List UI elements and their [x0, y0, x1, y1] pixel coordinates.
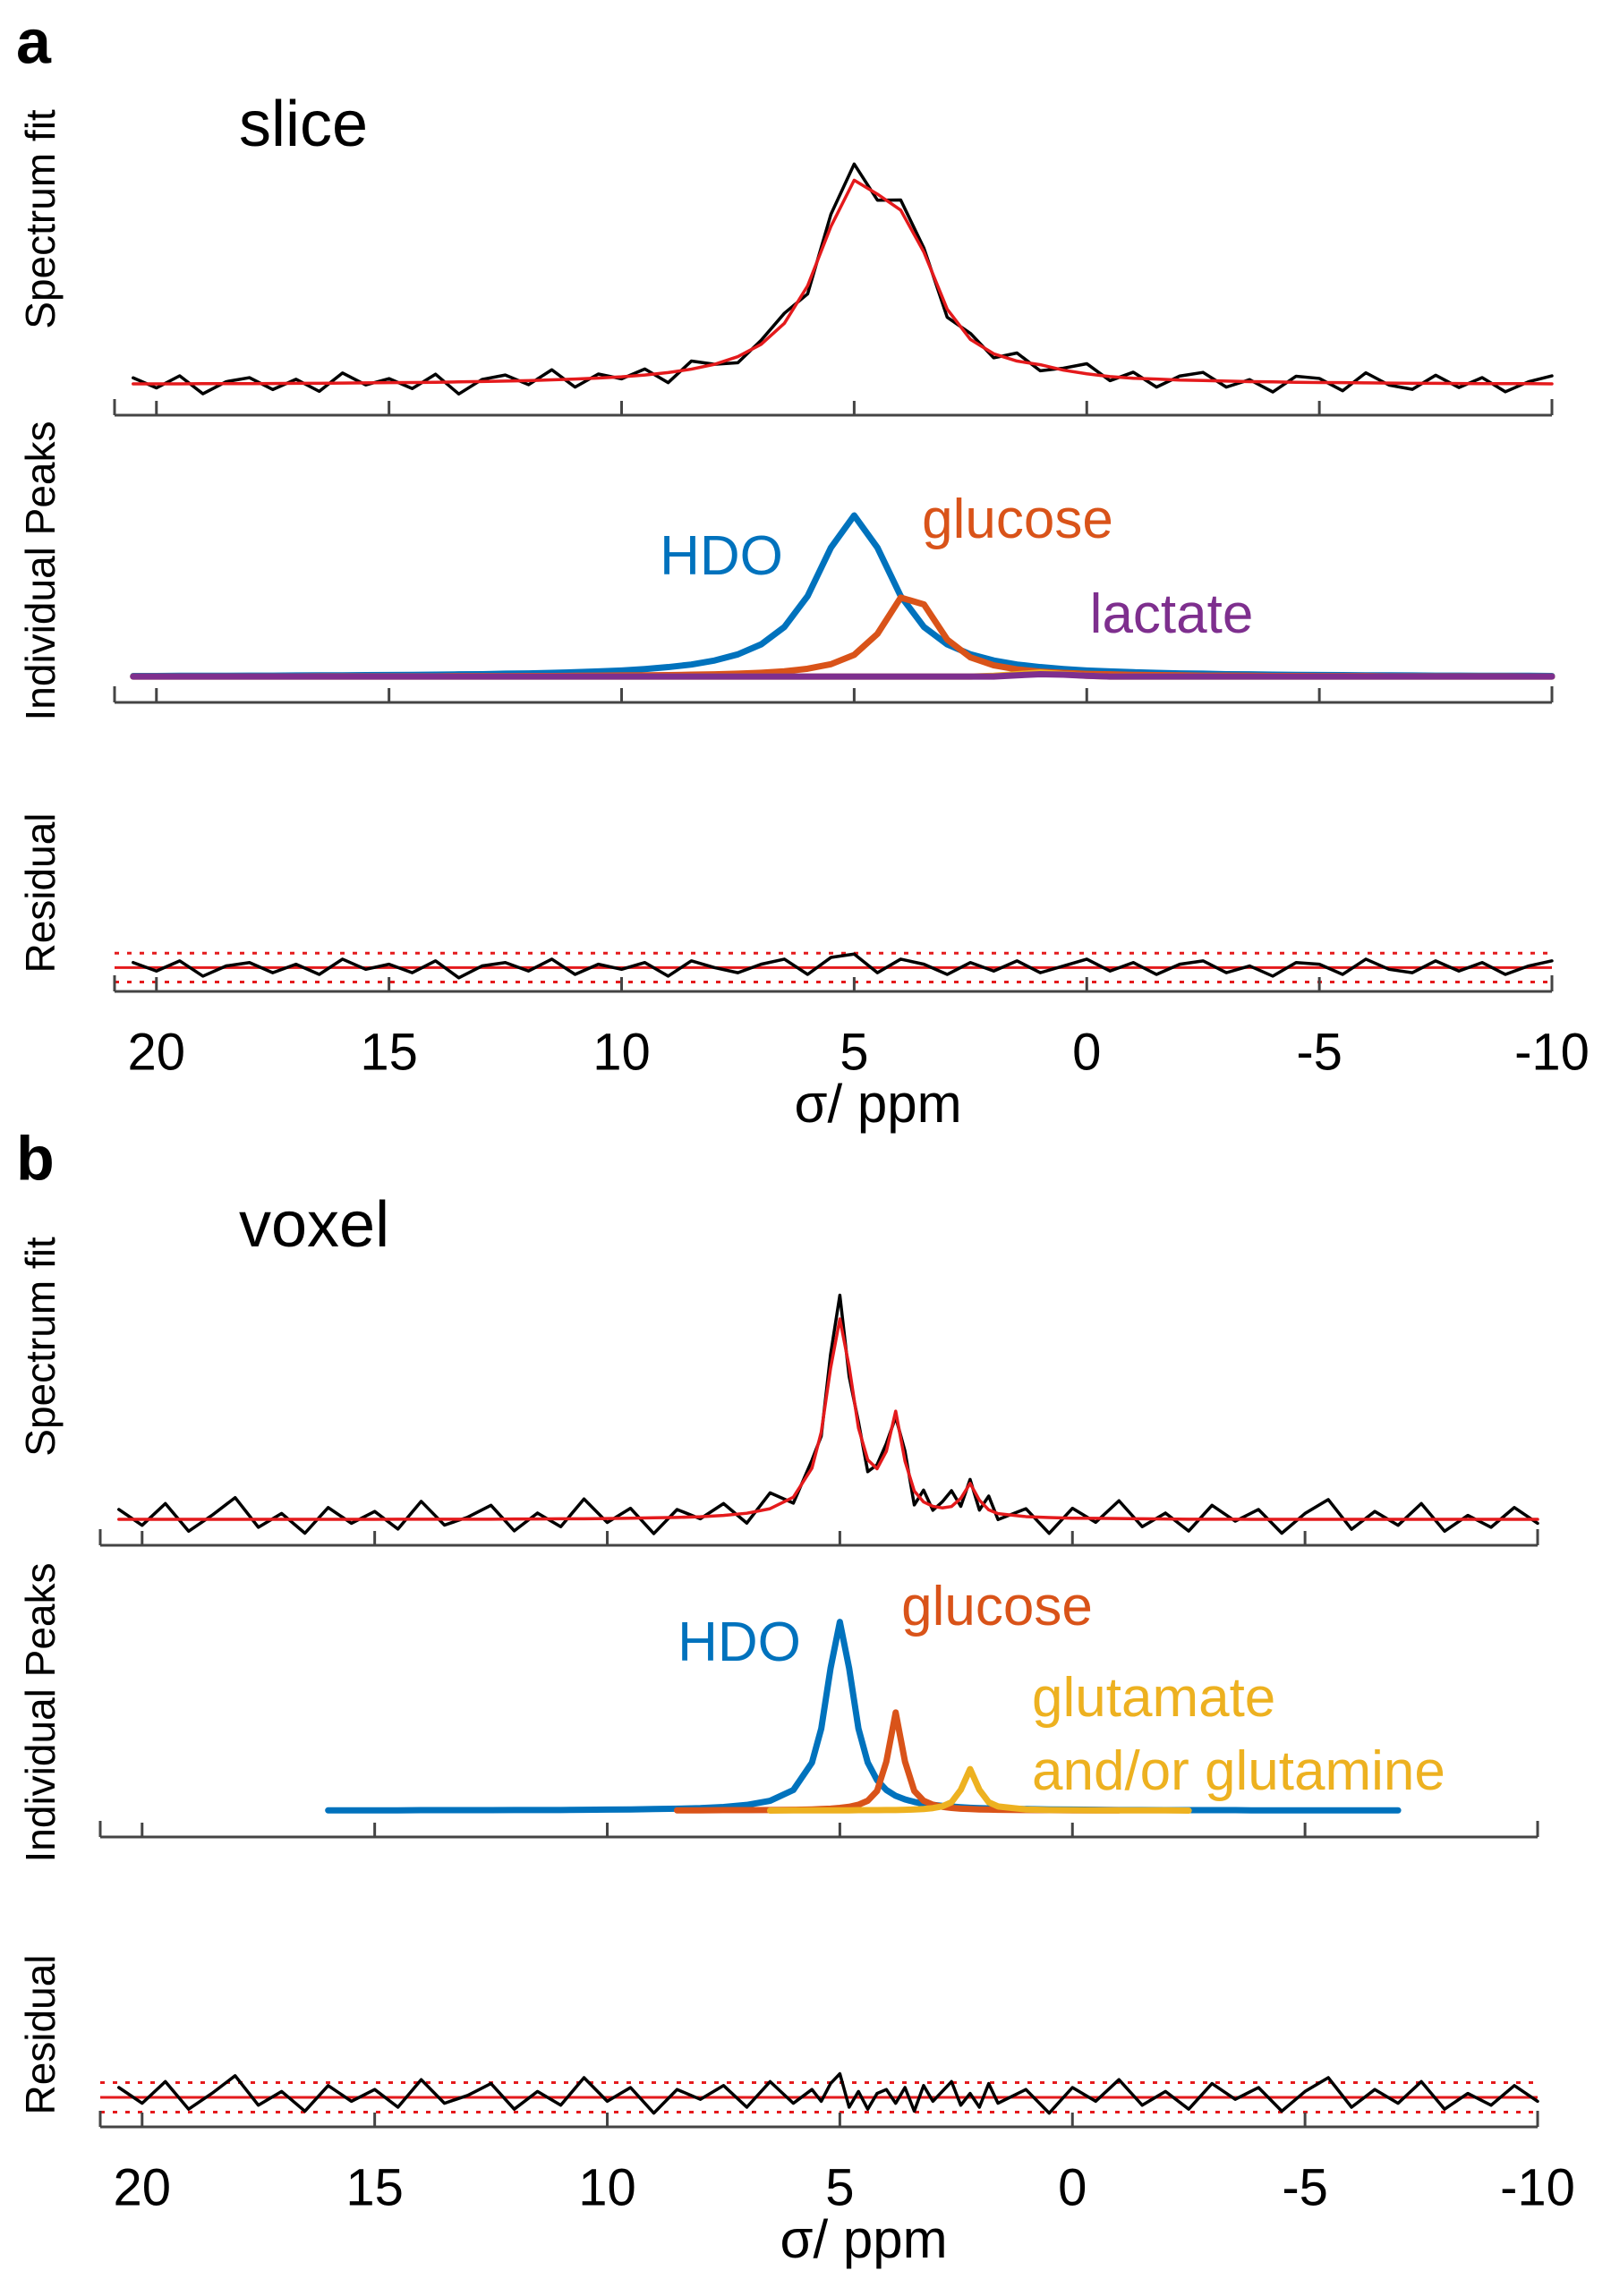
x-tick-label: 10	[592, 1023, 651, 1081]
series-label: glucose	[922, 489, 1113, 550]
x-tick-label: 10	[578, 2158, 636, 2216]
panel-title: voxel	[239, 1189, 389, 1261]
panel-label: b	[16, 1123, 55, 1193]
series-line	[130, 512, 1556, 679]
series-label: glucose	[901, 1576, 1093, 1637]
series-label: HDO	[660, 525, 783, 587]
x-tick-label: -10	[1500, 2158, 1575, 2216]
x-tick-label: 20	[114, 2158, 172, 2216]
y-axis-label: Individual Peaks	[17, 421, 64, 721]
series-line	[117, 1293, 1539, 1535]
x-axis-label: σ/ ppm	[794, 1074, 961, 1134]
series-line	[117, 2071, 1539, 2115]
panel-label: a	[16, 6, 52, 76]
series-line	[766, 1765, 1192, 1814]
series-line	[132, 178, 1554, 386]
x-tick-label: 20	[128, 1023, 186, 1081]
y-axis-label: Spectrum fit	[17, 109, 64, 329]
series-label: HDO	[678, 1611, 801, 1673]
y-axis-label: Spectrum fit	[17, 1237, 64, 1457]
series-line	[132, 162, 1554, 396]
series-label: lactate	[1089, 583, 1254, 645]
x-tick-label: 5	[825, 2158, 854, 2216]
series-line	[130, 594, 1556, 680]
series-label: glutamate and/or glutamine	[1032, 1667, 1445, 1802]
x-tick-label: -5	[1282, 2158, 1328, 2216]
series-line	[117, 1317, 1539, 1521]
y-axis-label: Residual	[17, 1955, 64, 2115]
series-line	[130, 670, 1556, 680]
x-tick-label: 5	[840, 1023, 868, 1081]
x-tick-label: -5	[1296, 1023, 1342, 1081]
y-axis-label: Individual Peaks	[17, 1563, 64, 1863]
x-tick-label: -10	[1514, 1023, 1590, 1081]
x-tick-label: 15	[360, 1023, 418, 1081]
x-tick-label: 15	[345, 2158, 404, 2216]
y-axis-label: Residual	[17, 813, 64, 974]
x-tick-label: 0	[1058, 2158, 1087, 2216]
x-tick-label: 0	[1072, 1023, 1101, 1081]
x-axis-label: σ/ ppm	[780, 2209, 947, 2269]
panel-title: slice	[239, 89, 368, 160]
series-line	[132, 952, 1554, 980]
